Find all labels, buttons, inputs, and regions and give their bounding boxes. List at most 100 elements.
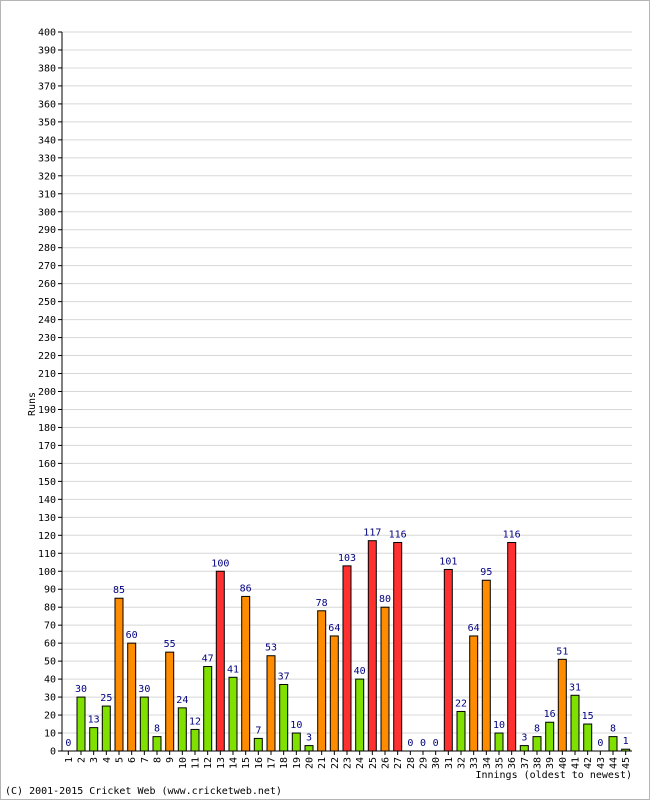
bar-innings-23 (342, 565, 352, 752)
data-label: 0 (407, 738, 413, 749)
bars (76, 540, 631, 752)
x-tick-label: 12 (203, 757, 214, 769)
bar-innings-39 (545, 721, 555, 752)
y-tick-label: 210 (38, 369, 56, 380)
x-tick-label: 44 (609, 757, 620, 769)
data-label: 37 (278, 671, 290, 682)
x-tick-label: 32 (457, 757, 468, 769)
bar-innings-35 (494, 732, 504, 752)
data-label: 0 (65, 738, 71, 749)
x-tick-label: 36 (507, 757, 518, 769)
x-tick-label: 6 (127, 757, 138, 763)
x-tick-label: 28 (406, 757, 417, 769)
data-label: 40 (354, 666, 366, 677)
data-label: 85 (113, 585, 125, 596)
data-label: 31 (569, 682, 581, 693)
data-label: 8 (154, 724, 160, 735)
bar-innings-4 (101, 705, 111, 752)
data-label: 64 (468, 623, 480, 634)
y-tick-label: 240 (38, 315, 56, 326)
y-tick-label: 170 (38, 441, 56, 452)
y-tick-label: 400 (38, 28, 56, 39)
y-tick-label: 160 (38, 459, 56, 470)
y-tick-label: 380 (38, 63, 56, 74)
bar-innings-3 (89, 727, 99, 752)
data-label: 116 (389, 529, 407, 540)
x-tick-label: 18 (279, 757, 290, 769)
data-label: 53 (265, 643, 277, 654)
data-label: 95 (480, 567, 492, 578)
y-tick-label: 330 (38, 153, 56, 164)
data-label: 13 (88, 715, 100, 726)
y-tick-label: 90 (44, 585, 56, 596)
y-tick-label: 70 (44, 621, 56, 632)
bar-innings-32 (456, 710, 466, 752)
x-tick-label: 23 (343, 757, 354, 769)
bar-innings-41 (570, 694, 580, 752)
data-label: 10 (493, 720, 505, 731)
y-tick-label: 180 (38, 423, 56, 434)
data-label: 103 (338, 553, 356, 564)
x-tick-label: 24 (355, 757, 366, 769)
data-label: 117 (363, 528, 381, 539)
y-tick-label: 150 (38, 477, 56, 488)
bar-innings-27 (393, 541, 403, 752)
x-tick-label: 14 (229, 757, 240, 769)
x-tick-label: 10 (178, 757, 189, 769)
y-tick-label: 360 (38, 99, 56, 110)
x-tick-label: 43 (596, 757, 607, 769)
bar-innings-34 (481, 579, 491, 752)
bar-innings-15 (241, 595, 251, 752)
y-tick-label: 350 (38, 117, 56, 128)
data-label: 101 (439, 556, 457, 567)
y-tick-label: 0 (50, 747, 56, 758)
x-tick-label: 4 (102, 757, 113, 763)
bar-innings-11 (190, 728, 200, 752)
x-tick-label: 21 (317, 757, 328, 769)
x-tick-label: 27 (393, 757, 404, 769)
x-tick-label: 8 (153, 757, 164, 763)
x-tick-label: 15 (241, 757, 252, 769)
y-tick-label: 10 (44, 729, 56, 740)
bar-innings-16 (253, 737, 263, 752)
y-tick-label: 140 (38, 495, 56, 506)
y-tick-label: 40 (44, 675, 56, 686)
y-tick-label: 130 (38, 513, 56, 524)
data-label: 80 (379, 594, 391, 605)
x-tick-label: 13 (216, 757, 227, 769)
bar-innings-44 (608, 736, 618, 752)
y-tick-label: 250 (38, 297, 56, 308)
data-label: 3 (306, 733, 312, 744)
x-tick-label: 25 (368, 757, 379, 769)
data-label: 1 (623, 736, 629, 747)
data-label: 51 (556, 646, 568, 657)
bar-innings-18 (279, 683, 289, 752)
y-tick-label: 220 (38, 351, 56, 362)
bar-innings-33 (469, 635, 479, 752)
y-gridlines (62, 31, 632, 752)
x-tick-label: 3 (89, 757, 100, 763)
x-tick-label: 19 (292, 757, 303, 769)
bar-innings-36 (507, 541, 517, 752)
x-tick-label: 38 (533, 757, 544, 769)
x-tick-label: 41 (571, 757, 582, 769)
y-tick-label: 200 (38, 387, 56, 398)
x-tick-label: 22 (330, 757, 341, 769)
x-tick-label: 9 (165, 757, 176, 763)
x-tick-label: 7 (140, 757, 151, 763)
data-label: 7 (255, 725, 261, 736)
y-tick-label: 300 (38, 207, 56, 218)
bar-innings-21 (317, 610, 327, 752)
y-tick-label: 100 (38, 567, 56, 578)
x-tick-label: 16 (254, 757, 265, 769)
bar-innings-14 (228, 676, 238, 752)
y-tick-label: 290 (38, 225, 56, 236)
x-tick-label: 33 (469, 757, 480, 769)
y-tick-label: 270 (38, 261, 56, 272)
bar-innings-38 (532, 736, 542, 752)
x-tick-label: 20 (305, 757, 316, 769)
y-tick-label: 60 (44, 639, 56, 650)
bar-innings-10 (177, 707, 187, 752)
y-tick-label: 50 (44, 657, 56, 668)
y-tick-label: 370 (38, 81, 56, 92)
